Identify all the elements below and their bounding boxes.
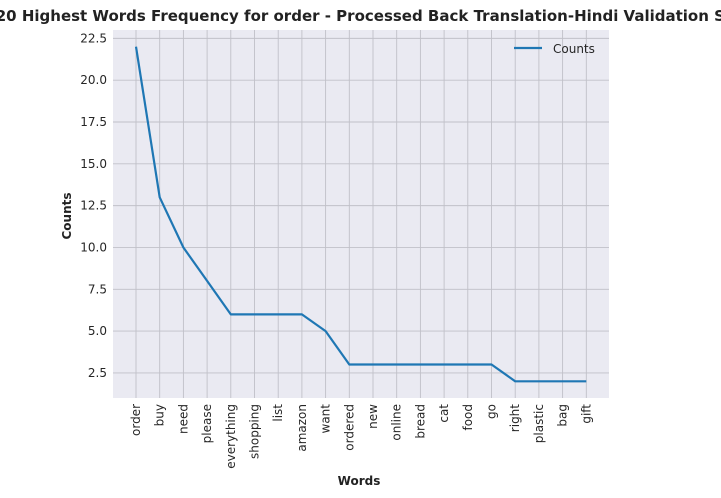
plot-area [113,30,609,398]
grid [113,30,609,398]
x-tick-label: everything [224,404,238,469]
y-axis-label: Counts [60,192,74,239]
y-tick-label: 17.5 [80,115,107,129]
x-tick-label: right [508,404,522,432]
x-tick-label: new [366,404,380,429]
x-tick-label: want [319,404,333,434]
x-tick-label: cat [437,404,451,423]
legend: Counts [514,42,595,56]
y-tick-label: 10.0 [80,240,107,254]
x-tick-label: plastic [532,404,546,443]
x-tick-label: list [271,404,285,422]
y-tick-label: 5.0 [88,324,107,338]
x-tick-label: go [485,404,499,419]
x-tick-label: gift [579,404,593,424]
y-tick-label: 15.0 [80,157,107,171]
series-line-counts [134,46,587,383]
y-tick-label: 2.5 [88,366,107,380]
x-tick-label: buy [153,404,167,426]
y-tick-label: 12.5 [80,199,107,213]
y-tick-label: 20.0 [80,73,107,87]
legend-label: Counts [553,42,595,56]
x-tick-label: food [461,404,475,431]
x-tick-label: need [176,404,190,434]
y-tick-label: 22.5 [80,31,107,45]
y-axis-ticks: 2.5 5.0 7.5 10.0 12.5 15.0 17.5 20.0 22.5 [80,31,107,380]
x-tick-label: please [200,404,214,443]
x-axis-ticks: order buy need please everything shopping list… [129,404,593,469]
x-tick-label: amazon [295,404,309,452]
x-tick-label: order [129,404,143,436]
x-tick-label: online [390,404,404,441]
x-tick-label: ordered [342,404,356,451]
x-tick-label: bag [556,404,570,427]
x-tick-label: bread [413,404,427,439]
x-tick-label: shopping [248,404,262,459]
y-tick-label: 7.5 [88,282,107,296]
x-axis-label: Words [338,474,381,488]
chart-title: 20 Highest Words Frequency for order - P… [0,7,721,25]
